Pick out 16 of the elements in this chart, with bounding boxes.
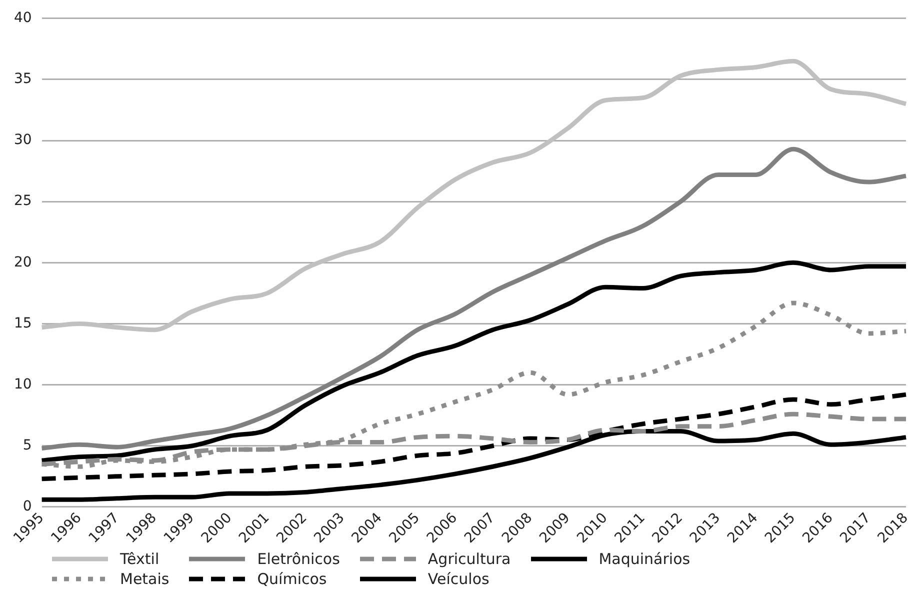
y-tick-label: 5	[22, 438, 32, 454]
y-tick-label: 10	[14, 376, 32, 392]
legend-label: Veículos	[428, 570, 490, 588]
legend-label: Eletrônicos	[257, 550, 340, 568]
y-tick-label: 25	[14, 193, 32, 210]
legend-label: Químicos	[257, 570, 327, 588]
legend-label: Maquinários	[598, 550, 690, 568]
legend-label: Têxtil	[120, 550, 160, 568]
y-tick-label: 30	[14, 132, 32, 148]
y-tick-label: 0	[22, 498, 32, 515]
legend-label: Agricultura	[428, 550, 511, 568]
y-tick-label: 35	[14, 71, 32, 88]
y-tick-label: 20	[14, 254, 32, 270]
y-tick-label: 15	[14, 315, 32, 332]
y-tick-label: 40	[14, 10, 32, 26]
legend-label: Metais	[120, 570, 170, 588]
